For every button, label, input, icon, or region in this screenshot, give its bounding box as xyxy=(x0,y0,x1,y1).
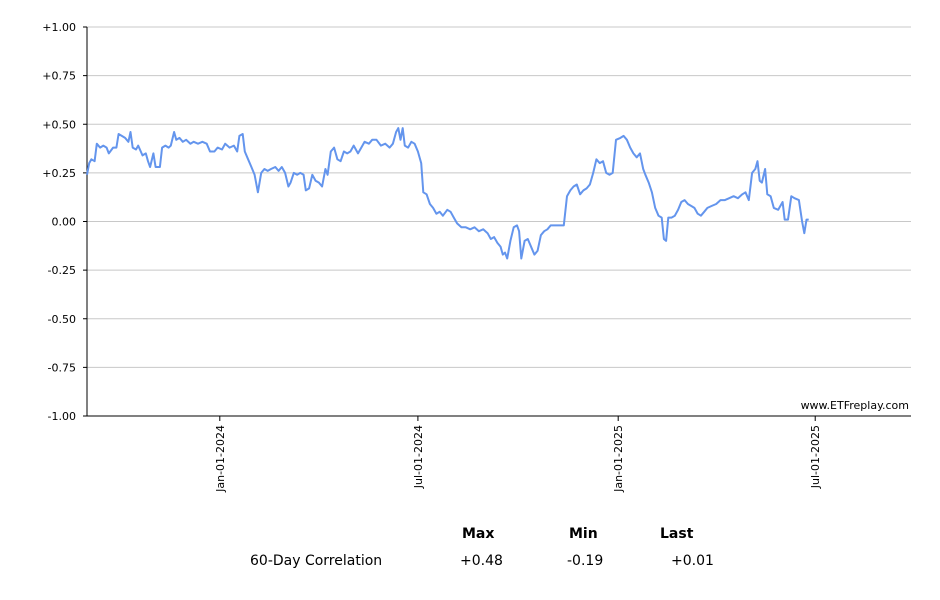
header-min: Min xyxy=(569,526,598,542)
y-tick-label: -0.75 xyxy=(48,361,76,374)
y-tick-label: +1.00 xyxy=(42,21,76,34)
y-tick-label: -0.50 xyxy=(48,313,76,326)
header-last: Last xyxy=(660,526,694,542)
value-last: +0.01 xyxy=(671,553,714,569)
y-tick-label: +0.50 xyxy=(42,118,76,131)
x-tick-label: Jan-01-2024 xyxy=(214,425,227,493)
row-label: 60-Day Correlation xyxy=(250,553,383,569)
x-axis-ticks: Jan-01-2024 Jul-01-2024 Jan-01-2025 Jul-01-… xyxy=(214,416,822,493)
x-tick-label: Jul-01-2024 xyxy=(412,425,425,489)
correlation-series-line xyxy=(86,127,809,260)
y-tick-label: -0.25 xyxy=(48,264,76,277)
header-max: Max xyxy=(462,526,495,542)
value-min: -0.19 xyxy=(567,553,604,569)
watermark: www.ETFreplay.com xyxy=(801,399,909,412)
y-tick-label: -1.00 xyxy=(48,410,76,423)
value-max: +0.48 xyxy=(460,553,503,569)
correlation-chart: +1.00 +0.75 +0.50 +0.25 0.00 -0.25 -0.50 -0.75 -… xyxy=(42,21,911,493)
x-tick-label: Jul-01-2025 xyxy=(809,425,822,489)
y-tick-label: +0.25 xyxy=(42,167,76,180)
y-tick-label: +0.75 xyxy=(42,70,76,83)
grid-lines xyxy=(87,26,911,368)
stats-table: Max Min Last 60-Day Correlation +0.48 -0… xyxy=(0,520,940,580)
y-tick-label: 0.00 xyxy=(52,216,77,229)
y-axis-ticks: +1.00 +0.75 +0.50 +0.25 0.00 -0.25 -0.50 -0.75 -… xyxy=(42,21,87,423)
x-tick-label: Jan-01-2025 xyxy=(612,425,625,493)
